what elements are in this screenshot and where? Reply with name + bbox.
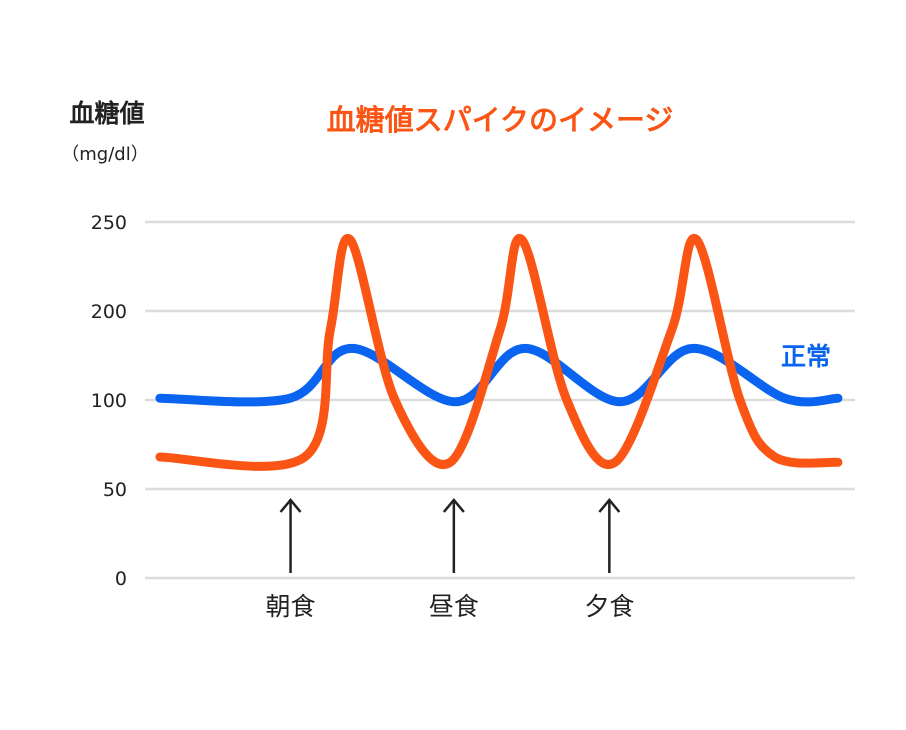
arrow-head [442, 498, 465, 513]
meal-label: 朝食 [266, 592, 316, 621]
series-label-normal: 正常 [781, 342, 831, 371]
y-tick-label: 50 [103, 479, 127, 501]
meal-label: 昼食 [429, 592, 479, 621]
meal-label: 夕食 [584, 592, 634, 621]
y-tick-label: 250 [91, 212, 127, 234]
arrow-head [598, 498, 621, 513]
arrow-head [279, 498, 302, 513]
chart-title: 血糖値スパイクのイメージ [327, 103, 674, 137]
y-axis-label: 血糖値 [69, 99, 144, 128]
y-tick-label: 100 [91, 390, 127, 412]
spike-series-line [155, 233, 843, 471]
y-axis-unit: （mg/dl） [61, 144, 148, 165]
y-tick-label: 0 [115, 568, 127, 590]
y-tick-label: 200 [91, 301, 127, 323]
